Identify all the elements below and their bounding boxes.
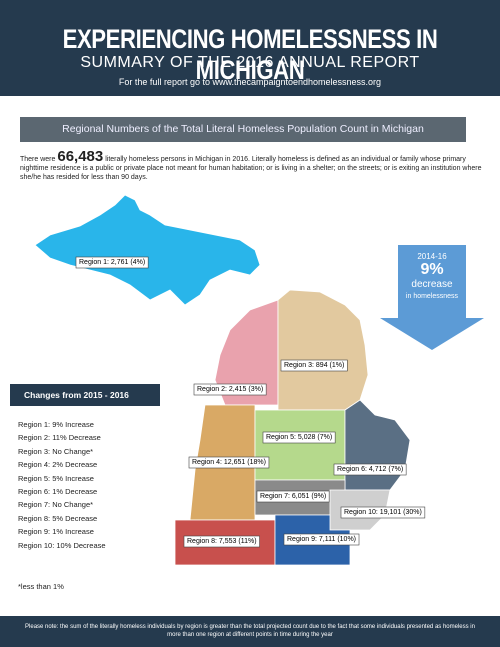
intro-paragraph: There were 66,483 literally homeless per… (20, 149, 482, 182)
change-item: Region 5: 5% Increase (18, 473, 94, 483)
callout-subject: in homelessness (405, 293, 459, 300)
footnote: *less than 1% (18, 582, 64, 591)
region-label: Region 7: 6,051 (9%) (260, 493, 326, 500)
change-item: Region 1: 9% Increase (18, 420, 94, 429)
intro-text: literally homeless persons in Michigan i… (20, 156, 482, 181)
region-label: Region 4: 12,651 (18%) (192, 459, 266, 466)
region-label: Region 9: 7,111 (10%) (287, 536, 356, 543)
label-box (188, 456, 270, 469)
region-label: Region 1: 2,761 (4%) (79, 259, 145, 266)
region-3 (277, 289, 369, 411)
change-item: Region 6: 1% Decrease (18, 487, 98, 497)
report-url: For the full report go to www.thecampaig… (118, 77, 382, 87)
section-banner: Regional Numbers of the Total Literal Ho… (20, 117, 466, 142)
label-box (280, 359, 348, 372)
subtitle: SUMMARY OF THE 2016 ANNUAL REPORT (80, 54, 420, 71)
label-box (283, 533, 360, 546)
region-6 (344, 399, 411, 491)
change-item: Region 8: 5% Decrease (18, 513, 98, 523)
intro-text: There were (20, 156, 56, 163)
change-item: Region 4: 2% Decrease (18, 460, 98, 470)
changes-heading: Changes from 2015 - 2016 (10, 384, 160, 406)
region-5 (254, 409, 346, 481)
callout-period: 2014-16 (417, 252, 447, 261)
label-box (340, 506, 426, 519)
title: EXPERIENCING HOMELESSNESS IN MICHIGAN (62, 24, 438, 85)
footer-note: Please note: the sum of the literally ho… (0, 616, 500, 647)
label-box (193, 383, 267, 396)
region-label: Region 6: 4,712 (7%) (337, 466, 403, 473)
region-label: Region 8: 7,553 (11%) (187, 538, 257, 545)
callout: 2014-16 9% decrease in homelessness (392, 250, 472, 300)
callout-direction: decrease (411, 279, 453, 290)
changes-list: Region 1: 9% Increase Region 2: 11% Decre… (18, 418, 106, 552)
change-item: Region 10: 10% Decrease (18, 540, 106, 550)
total-count: 66,483 (57, 148, 104, 165)
change-item: Region 3: No Change* (18, 446, 94, 456)
label-box (75, 256, 149, 269)
callout-percent: 9% (420, 261, 444, 278)
region-label: Region 5: 5,028 (7%) (266, 434, 332, 441)
change-item: Region 7: No Change* (18, 500, 94, 510)
change-item: Region 9: 1% Increase (18, 527, 94, 537)
label-box (183, 535, 260, 548)
callout-arrow (380, 245, 484, 350)
header: EXPERIENCING HOMELESSNESS IN MICHIGAN SU… (0, 0, 500, 96)
label-box (262, 431, 336, 444)
region-1 (34, 194, 261, 306)
label-box (256, 490, 330, 503)
region-label: Region 3: 894 (1%) (284, 362, 344, 369)
change-item: Region 2: 11% Decrease (18, 433, 101, 443)
region-label: Region 2: 2,415 (3%) (197, 386, 263, 393)
region-label: Region 10: 19,101 (30%) (344, 509, 422, 516)
label-box (333, 463, 407, 476)
